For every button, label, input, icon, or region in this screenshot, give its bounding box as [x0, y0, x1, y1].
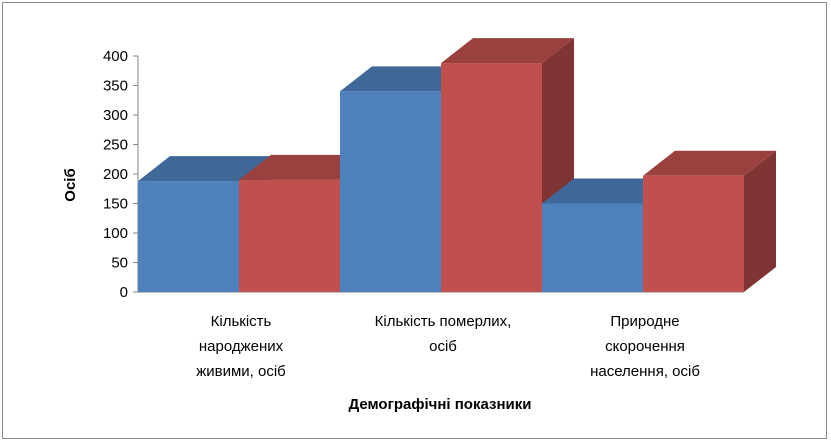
x-axis-title: Демографічні показники	[349, 396, 532, 413]
y-tick-label: 0	[120, 284, 128, 301]
labels-layer: Кількість народжених живими, осіб Кількість…	[196, 313, 700, 380]
bar-top-face	[340, 66, 473, 92]
y-tick-label: 200	[103, 166, 128, 183]
y-tick-label: 100	[103, 225, 128, 242]
y-tick-label: 50	[111, 255, 128, 272]
bar-top-face	[542, 178, 675, 204]
y-tick-label: 250	[103, 137, 128, 154]
y-tick-label: 150	[103, 196, 128, 213]
bar-top-face	[239, 154, 372, 180]
y-tick-label: 350	[103, 78, 128, 95]
bar	[542, 203, 643, 292]
bar-top-face	[138, 156, 271, 182]
bars-layer	[138, 38, 776, 293]
y-tick-label: 300	[103, 107, 128, 124]
chart-frame: 0 50 100 150 200 250 300 350 400 Кількість народж…	[2, 2, 827, 439]
x-category-label: Природне скорочення населення, осіб	[590, 313, 700, 380]
bar-chart: 0 50 100 150 200 250 300 350 400 Кількість народж…	[62, 38, 776, 413]
bar	[441, 63, 542, 292]
y-tick-label: 400	[103, 48, 128, 65]
y-axis-title: Осіб	[62, 168, 79, 201]
bar	[340, 91, 441, 293]
bar-top-face	[441, 38, 574, 64]
bar-top-face	[643, 150, 776, 176]
bar	[643, 175, 744, 292]
bar	[138, 181, 239, 292]
x-category-label: Кількість померлих, осіб	[375, 313, 512, 355]
bar-side-face	[744, 150, 776, 292]
x-category-label: Кількість народжених живими, осіб	[196, 313, 286, 380]
bar	[239, 179, 340, 292]
